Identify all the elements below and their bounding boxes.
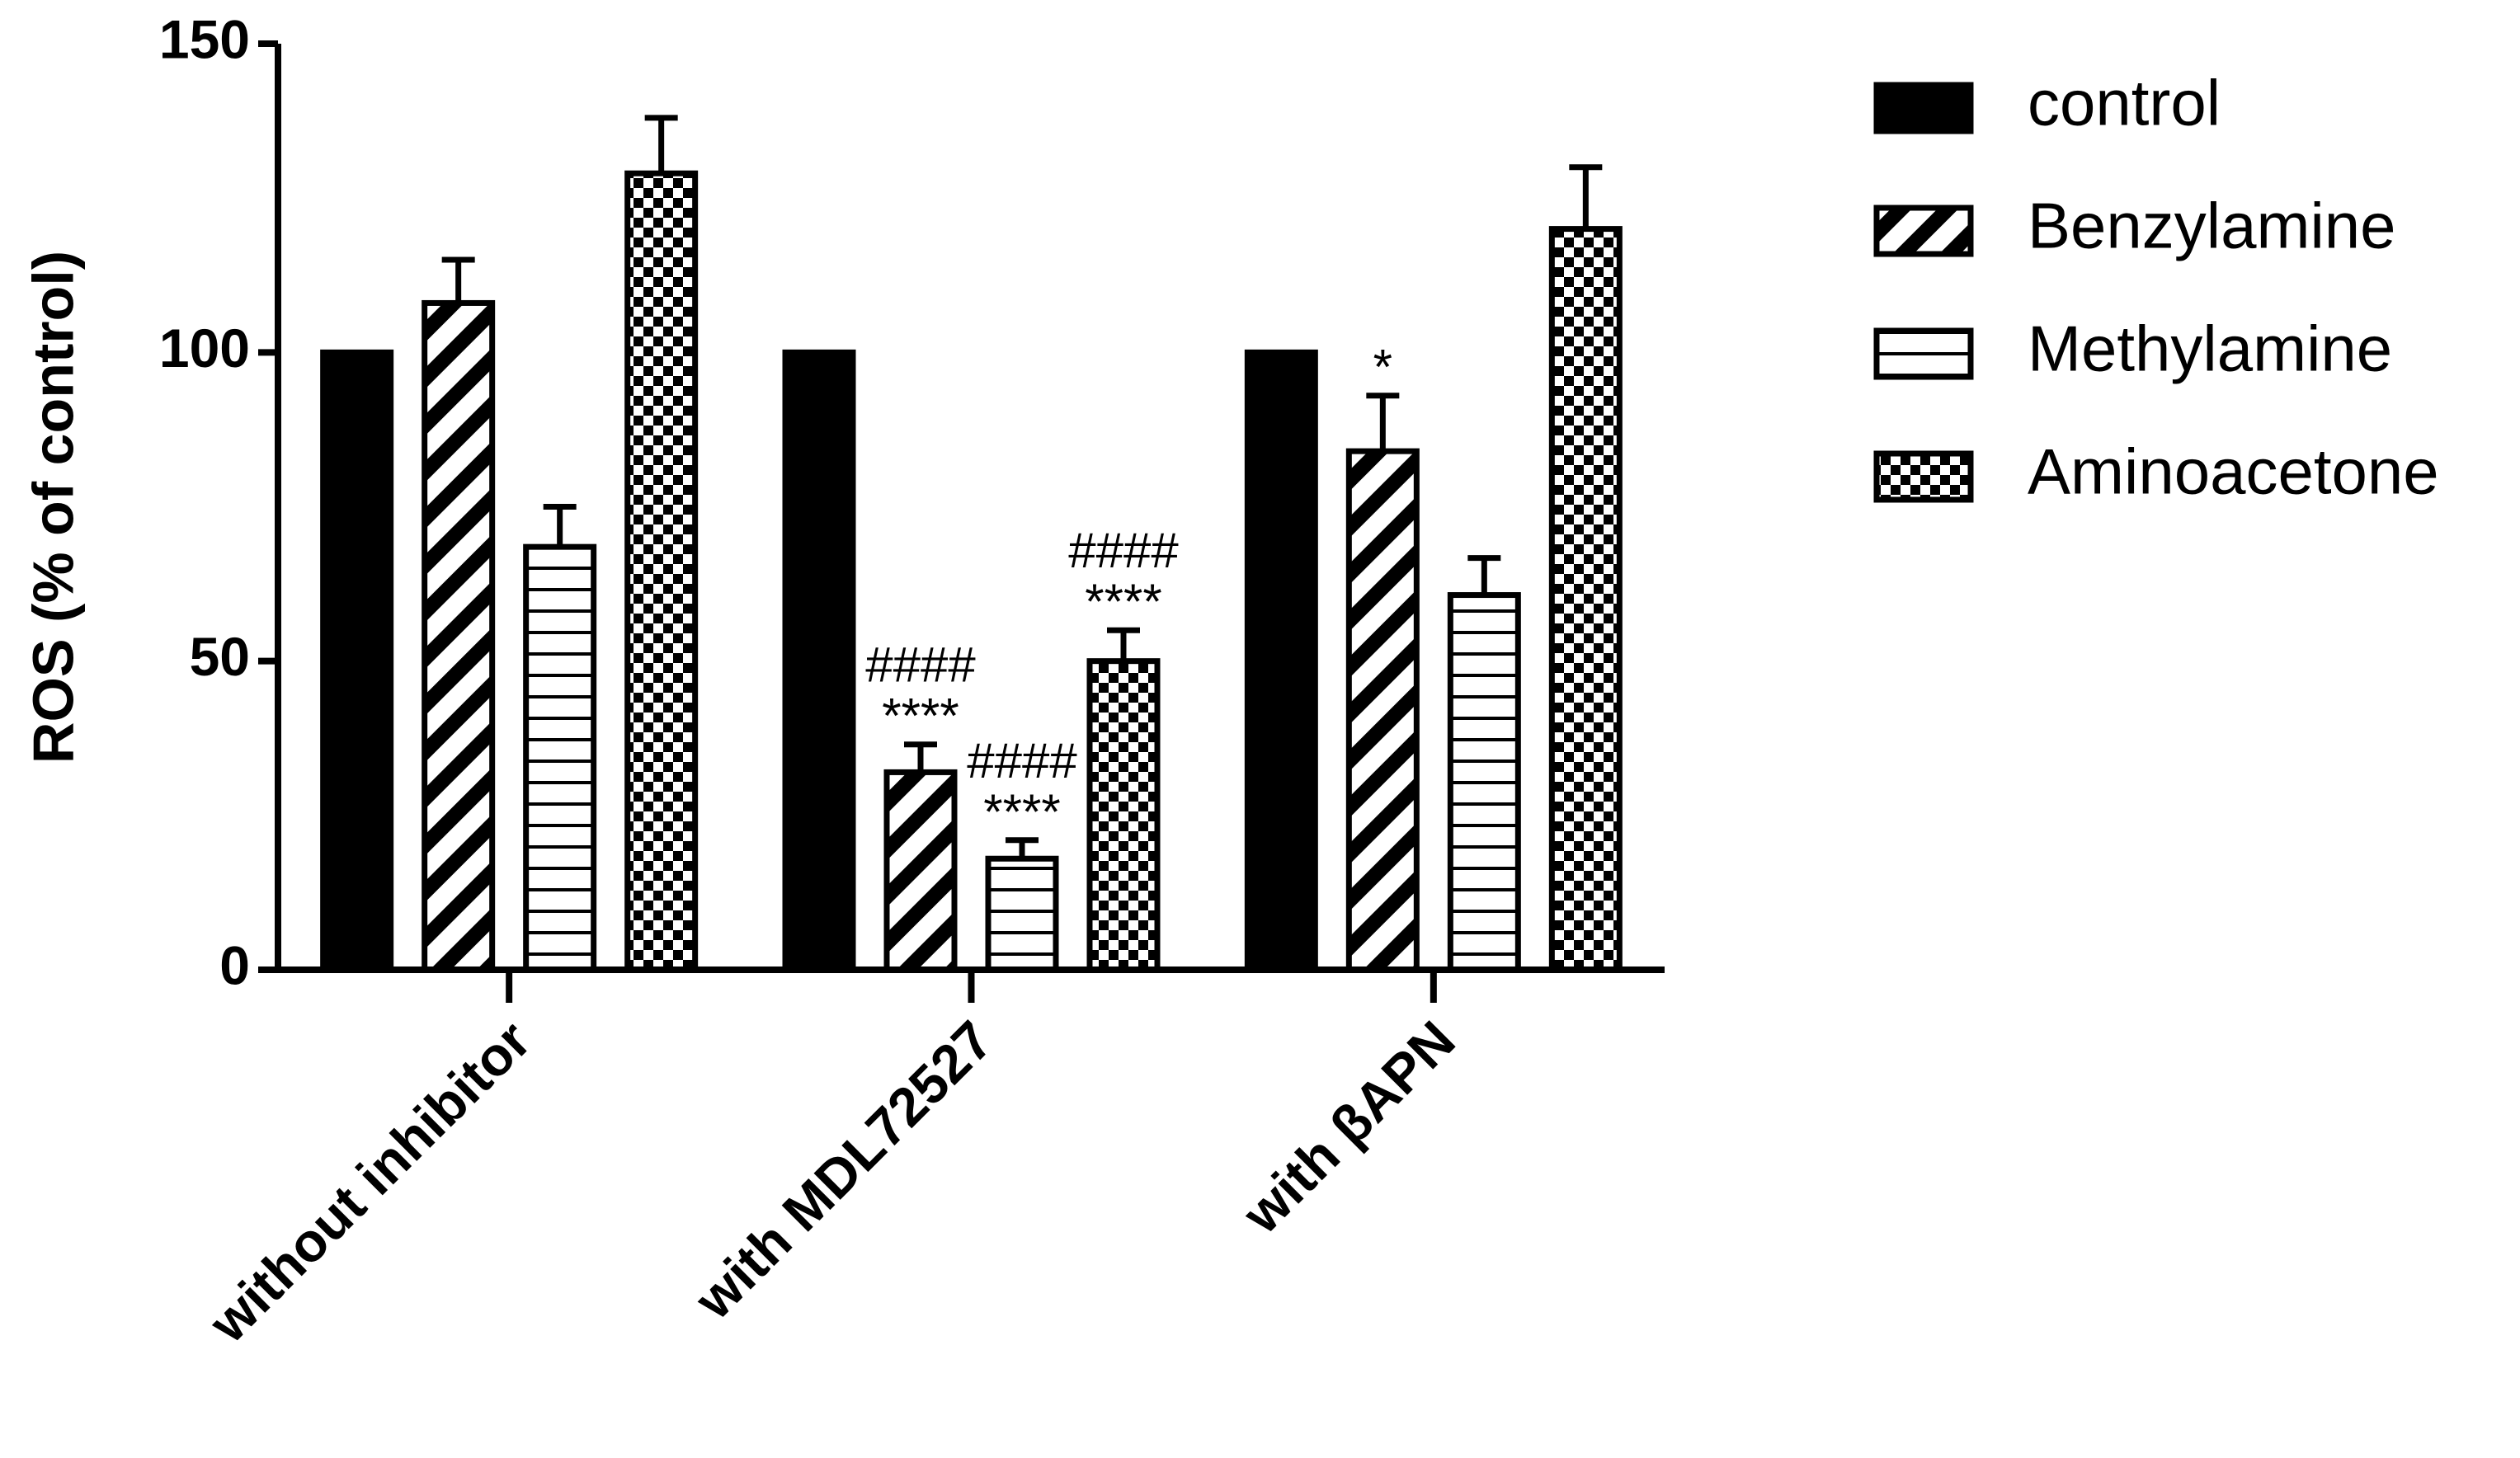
significance-label: ****: [1085, 574, 1161, 629]
y-tick-label: 100: [159, 317, 250, 379]
y-tick-label: 150: [159, 8, 250, 69]
error-bar: [1006, 837, 1039, 859]
significance-label: ####: [865, 637, 976, 693]
significance-label: ####: [1068, 523, 1179, 578]
bar: [523, 543, 597, 973]
bar: [883, 769, 958, 973]
legend-swatch: [1873, 82, 1974, 134]
error-bar: [904, 741, 937, 773]
bar: [1244, 349, 1318, 973]
legend-label: Benzylamine: [2028, 190, 2396, 262]
y-axis-label: ROS (% of control): [21, 251, 85, 764]
legend-swatch: [1873, 205, 1974, 257]
bar: [985, 855, 1059, 973]
error-bar: [1569, 164, 1603, 229]
legend-label: Aminoacetone: [2028, 435, 2439, 508]
error-bar: [1107, 627, 1140, 661]
bar: [624, 170, 699, 973]
significance-label: *: [1373, 340, 1392, 395]
x-tick-label: with βAPN: [1230, 1009, 1466, 1245]
y-tick-label: 0: [219, 934, 250, 995]
bar: [422, 299, 496, 973]
y-tick-label: 50: [190, 626, 250, 687]
legend-label: control: [2028, 67, 2221, 139]
bar: [1548, 226, 1623, 973]
bar: [320, 349, 394, 973]
error-bar: [1467, 555, 1501, 595]
bar: [782, 349, 856, 973]
significance-label: ****: [983, 784, 1060, 840]
bar: [1086, 658, 1161, 973]
error-bar: [441, 256, 475, 303]
error-bar: [1366, 393, 1400, 452]
bar: [1447, 592, 1521, 973]
error-bar: [543, 504, 577, 548]
error-bar: [644, 115, 678, 174]
significance-label: ####: [967, 733, 1077, 788]
bar: [1345, 448, 1420, 973]
x-tick-label: with MDL72527: [682, 1009, 1004, 1331]
x-tick-label: without inhibitor: [197, 1009, 543, 1355]
significance-label: ****: [882, 689, 959, 744]
legend-swatch: [1873, 450, 1974, 503]
legend-label: Methylamine: [2028, 313, 2392, 385]
legend-swatch: [1873, 327, 1974, 380]
